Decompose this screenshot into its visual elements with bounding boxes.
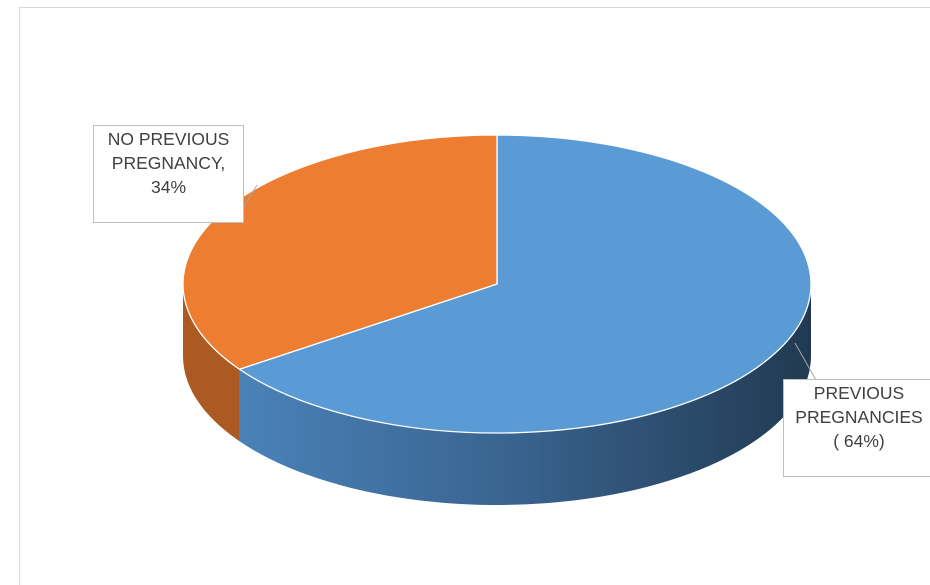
data-label-line: PREGNANCIES bbox=[795, 407, 923, 427]
data-label-line: 34% bbox=[150, 177, 187, 197]
pie-slice-side bbox=[239, 284, 812, 506]
data-label-line: ( 64%) bbox=[833, 431, 885, 451]
data-label-line: PREGNANCY, bbox=[111, 153, 226, 173]
data-label-line: PREVIOUS bbox=[813, 383, 905, 403]
leader-line bbox=[794, 342, 817, 381]
leader-line bbox=[243, 184, 258, 208]
data-label-line: NO PREVIOUS bbox=[107, 129, 230, 149]
pie-slice bbox=[238, 134, 812, 434]
data-label-no-previous-pregnancy: NO PREVIOUS PREGNANCY, 34% bbox=[93, 125, 244, 223]
pie-slice-side bbox=[183, 284, 240, 442]
data-label-previous-pregnancies: PREVIOUS PREGNANCIES ( 64%) bbox=[783, 379, 930, 477]
